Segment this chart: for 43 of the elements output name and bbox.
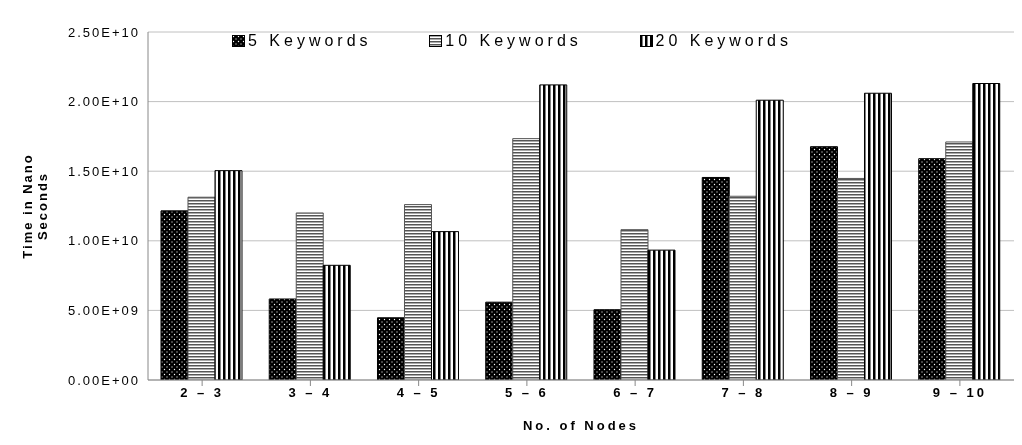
x-tick-label: 5 – 6 (504, 385, 549, 401)
y-tick-label: 1.00E+10 (67, 233, 140, 249)
x-tick-label: 3 – 4 (288, 385, 333, 401)
bar (809, 146, 838, 380)
bar (593, 309, 622, 380)
x-axis-title: No. of Nodes (522, 418, 640, 433)
bar (945, 141, 974, 380)
legend-label: 5 Keywords (247, 32, 372, 50)
x-tick-label: 4 – 5 (396, 385, 441, 401)
y-tick-label: 5.00E+09 (67, 303, 140, 319)
bar (539, 84, 568, 380)
y-axis-title: Time in Nano Seconds (20, 153, 50, 259)
bar (430, 231, 459, 380)
legend-label: 20 Keywords (654, 32, 792, 50)
bar (728, 195, 757, 380)
x-tick-label: 2 – 3 (180, 385, 225, 401)
bar (376, 317, 405, 380)
y-tick-label: 0.00E+00 (67, 372, 140, 388)
bar (187, 196, 216, 380)
bar (647, 249, 676, 380)
x-tick-label: 9 – 10 (932, 385, 987, 401)
bar (836, 177, 865, 380)
bar (214, 170, 243, 380)
bar (512, 138, 541, 380)
y-tick-label: 2.00E+10 (67, 94, 140, 110)
bar (268, 298, 297, 380)
bar (295, 212, 324, 380)
x-tick-label: 7 – 8 (721, 385, 766, 401)
bar (403, 204, 432, 380)
x-tick-label: 6 – 7 (613, 385, 658, 401)
bar (863, 92, 892, 380)
bar (701, 176, 730, 380)
legend-label: 10 Keywords (444, 32, 582, 50)
bar (160, 210, 189, 380)
y-tick-label: 2.50E+10 (67, 24, 140, 40)
bar (972, 83, 1001, 380)
bar (620, 229, 649, 380)
y-tick-label: 1.50E+10 (67, 163, 140, 179)
x-tick-label: 8 – 9 (829, 385, 874, 401)
bar (755, 99, 784, 380)
bar (485, 301, 514, 380)
bar (322, 264, 351, 380)
bar (918, 158, 947, 380)
